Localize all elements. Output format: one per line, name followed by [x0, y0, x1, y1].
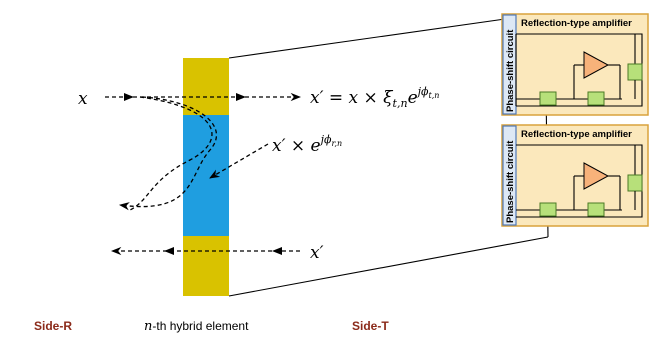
phase-shift-label: Phase-shift circuit: [505, 140, 516, 223]
transmitted-signal-equation: x′ = x × ξt,nejϕt,n: [310, 85, 439, 110]
reflection-path-right: [118, 96, 217, 211]
component-2: [587, 91, 605, 106]
component-2: [587, 202, 605, 217]
phase-shift-panel: [502, 125, 517, 226]
phase-shift-label: Phase-shift circuit: [505, 29, 516, 112]
arrowhead-input: [124, 93, 134, 101]
circuit-box-1: Phase-shift circuit Reflection-type ampl…: [501, 13, 649, 116]
element-caption: n-th hybrid element: [144, 319, 249, 334]
component-1: [539, 91, 557, 106]
circuit-box-2: Phase-shift circuit Reflection-type ampl…: [501, 124, 649, 227]
element-bottom-yellow: [183, 236, 229, 296]
arrowhead-mid: [236, 93, 246, 101]
side-r-label: Side-R: [34, 319, 72, 333]
output-component: [627, 174, 643, 192]
amplifier-title: Reflection-type amplifier: [521, 18, 632, 29]
zoom-line-top: [228, 18, 506, 59]
amplifier-title: Reflection-type amplifier: [521, 129, 632, 140]
phase-arrow: [209, 143, 269, 179]
element-middle-blue: [183, 115, 229, 236]
element-top-yellow: [183, 58, 229, 115]
reverse-signal-label: x′: [310, 243, 324, 263]
arrowhead-right-in: [272, 247, 282, 255]
zoom-line-bottom: [228, 236, 549, 297]
output-component: [627, 63, 643, 81]
reflection-path-left: [129, 96, 213, 211]
incident-signal-label: x: [78, 89, 88, 109]
hybrid-element: [183, 58, 229, 296]
side-t-label: Side-T: [352, 319, 389, 333]
reflected-signal-equation: x′ × ejϕr,n: [272, 133, 342, 156]
arrowhead-left-mid: [164, 247, 174, 255]
component-1: [539, 202, 557, 217]
